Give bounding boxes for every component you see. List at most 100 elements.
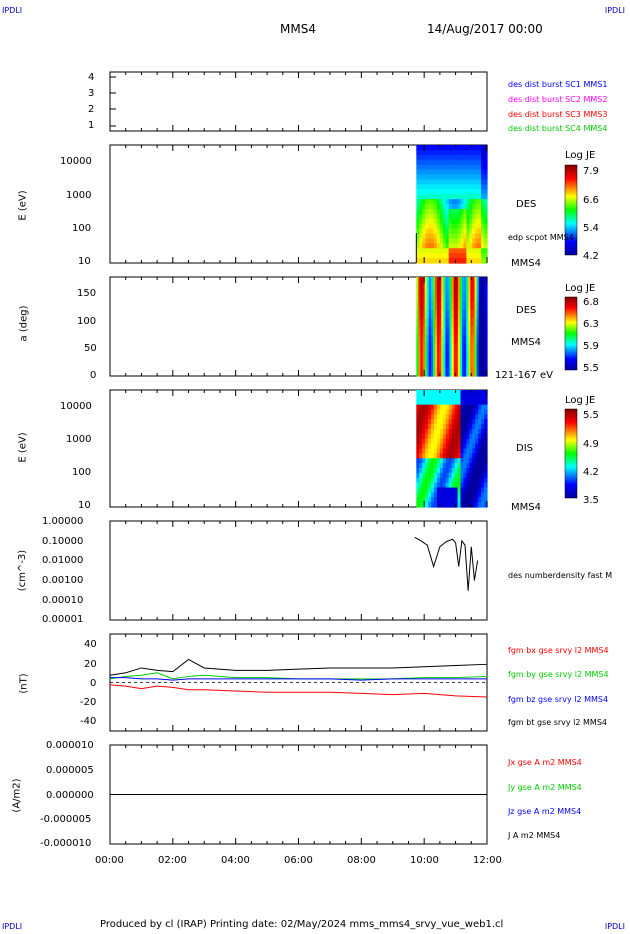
p2-heat-cell (416, 149, 420, 156)
p3-heat-cell (482, 277, 486, 286)
p3-heat-cell (472, 293, 476, 303)
p2-heat-cell (472, 154, 476, 161)
p2-heat-cell (448, 164, 453, 171)
p2-heat-cell (454, 159, 459, 166)
p4-heat-cell (469, 438, 473, 445)
p3-heat-cell (480, 326, 484, 336)
p4-heat-cell (439, 414, 444, 420)
p2-heat-cell (445, 189, 450, 195)
p2-heat-cell (448, 213, 453, 220)
p4-heat-cell (442, 443, 447, 450)
p2-heat-cell (419, 248, 423, 254)
p2-heat-cell (436, 189, 441, 195)
p4-heat-cell (425, 463, 429, 469)
p3-heat-cell (426, 367, 430, 377)
p3-heat-cell (420, 310, 424, 319)
p4-heat-cell (475, 399, 479, 406)
p4-heat-cell (445, 390, 450, 396)
p4-heat-cell (451, 472, 456, 479)
p2-heat-cell (433, 223, 438, 230)
p2-heat-cell (451, 199, 456, 205)
p4-heat-cell (419, 477, 423, 484)
p2-heat-cell (451, 159, 456, 166)
p3-heat-cell (424, 310, 428, 319)
p2-heat-cell (475, 154, 479, 161)
p3-heat-cell (478, 310, 482, 319)
p4-heat-cell (469, 497, 473, 503)
p2-heat-cell (416, 194, 420, 200)
p4-heat-cell (416, 472, 420, 479)
p4-heat-cell (448, 399, 453, 406)
p4-heat-cell (460, 477, 465, 484)
p3-heat-cell (466, 343, 469, 352)
p3-heat-cell (470, 318, 474, 328)
p2-heat-cell (436, 253, 441, 259)
p4-heat-cell (481, 424, 485, 430)
p2-heat-cell (442, 218, 447, 225)
p4-heat-cell (436, 394, 441, 401)
p3-heat-cell (430, 367, 434, 377)
p2-heat-cell (457, 228, 462, 235)
p4-heat-cell (425, 443, 429, 450)
p2-heat-cell (445, 238, 450, 244)
p2-heat-cell (475, 238, 479, 244)
p2-heat-cell (439, 253, 444, 259)
p2-heat-cell (436, 179, 441, 185)
p3-heat-cell (416, 343, 419, 352)
p3-heat-cell (430, 310, 434, 319)
p4-heat-cell (445, 394, 450, 401)
p4-heat-cell (454, 424, 459, 430)
p4-heat-cell (463, 492, 467, 498)
p2-heat-cell (451, 243, 456, 249)
p2-heat-cell (425, 208, 429, 215)
p2-cbar-tick-1: 6.6 (583, 195, 599, 206)
p4-heat-cell (416, 390, 420, 396)
p3-heat-cell (445, 293, 449, 303)
p4-heat-cell (445, 497, 450, 503)
p5-frame (109, 520, 488, 621)
p4-heat-cell (472, 502, 476, 508)
p2-heat-cell (469, 228, 473, 235)
p2-heat-cell (436, 194, 441, 200)
p2-heat-cell (457, 223, 462, 230)
p2-heat-cell (422, 164, 426, 171)
p3-heat-cell (445, 277, 449, 286)
p3-heat-cell (432, 367, 436, 377)
p2-heat-cell (451, 253, 456, 259)
p4-heat-cell (431, 492, 435, 498)
p4-heat-cell (454, 399, 459, 406)
p3-heat-cell (416, 293, 419, 303)
p4-heat-cell (442, 404, 447, 411)
p4-heat-cell (439, 492, 444, 498)
p4-heat-cell (422, 399, 426, 406)
p2-heat-cell (472, 179, 476, 185)
p4-heat-cell (460, 414, 465, 420)
p3-heat-cell (466, 277, 469, 286)
p4-heat-cell (478, 448, 482, 454)
p2-heat-cell (472, 164, 476, 171)
p3-heat-cell (426, 343, 430, 352)
p3-heat-cell (443, 359, 447, 369)
colorbar-3 (564, 296, 578, 371)
p4-heat-cell (484, 482, 488, 489)
p3-heat-cell (470, 334, 474, 344)
p4-heat-cell (451, 404, 456, 411)
p2-heat-cell (466, 184, 470, 190)
p2-heat-cell (425, 159, 429, 166)
p2-heat-cell (478, 223, 482, 230)
p2-heat-cell (448, 223, 453, 230)
p2-heat-cell (442, 223, 447, 230)
p4-heat-cell (419, 458, 423, 464)
p4-heat-cell (445, 443, 450, 450)
p2-heat-cell (448, 145, 453, 151)
p1-frame (109, 71, 488, 132)
p4-heat-cell (448, 463, 453, 469)
p2-heat-cell (416, 145, 420, 151)
p4-heat-cell (436, 472, 441, 479)
p3-heat-cell (435, 351, 438, 361)
p3-heat-cell (462, 318, 465, 328)
p4-heat-cell (451, 414, 456, 420)
p4-heat-cell (433, 482, 438, 489)
p4-heat-cell (433, 502, 438, 508)
p2-heat-cell (475, 145, 479, 151)
